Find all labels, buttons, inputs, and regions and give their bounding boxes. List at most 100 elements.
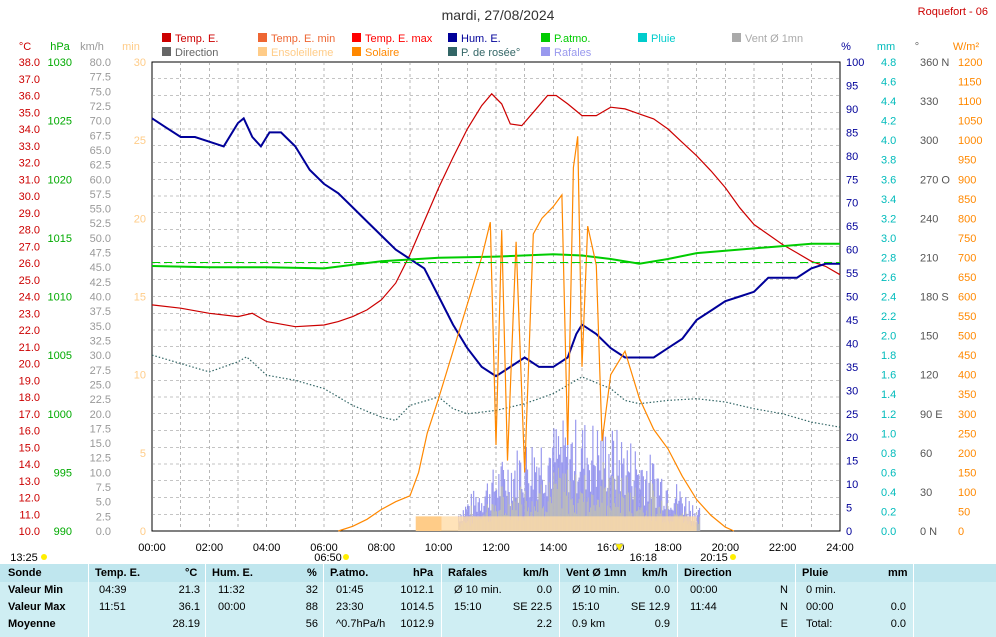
summary-cell-wind-t: 0.9 km — [572, 618, 606, 630]
tick-wind: 55.0 — [90, 204, 111, 216]
hdr-wind-unit: km/h — [642, 567, 668, 579]
tick-wind: 40.0 — [90, 292, 111, 304]
tick-sunshine: 0 — [140, 526, 146, 538]
tick-sunshine: 10 — [134, 370, 146, 382]
tick-wind: 30.0 — [90, 350, 111, 362]
tick-solar: 300 — [958, 409, 976, 421]
summary-cell-rain-t: 0 min. — [806, 584, 836, 596]
summary-cell-press-v: 1012.1 — [400, 584, 434, 596]
tick-direction: 270 O — [920, 174, 950, 186]
tick-direction: 300 — [920, 135, 938, 147]
tick-humidity: 15 — [846, 456, 858, 468]
tick-temp: 36.0 — [19, 91, 40, 103]
tick-humidity: 95 — [846, 80, 858, 92]
legend-label: P. de rosée° — [461, 47, 520, 59]
tick-temp: 29.0 — [19, 208, 40, 220]
unit-label: W/m² — [953, 41, 980, 53]
legend-label: Rafales — [554, 47, 592, 59]
summary-cell-hum-t: 11:32 — [218, 584, 245, 596]
tick-direction: 60 — [920, 448, 932, 460]
legend-swatch — [638, 33, 647, 42]
hdr-temp: Temp. E. — [95, 567, 141, 579]
tick-x: 04:00 — [253, 542, 281, 554]
legend-swatch — [162, 33, 171, 42]
unit-label: ° — [915, 41, 919, 53]
tick-wind: 52.5 — [90, 218, 111, 230]
tick-wind: 5.0 — [96, 497, 111, 509]
tick-solar: 650 — [958, 272, 976, 284]
legend-swatch — [258, 47, 267, 56]
tick-solar: 150 — [958, 467, 976, 479]
tick-temp: 35.0 — [19, 107, 40, 119]
marker-noon: 16:18 — [630, 552, 658, 564]
legend-swatch — [352, 33, 361, 42]
tick-pressure: 1020 — [48, 174, 72, 186]
tick-wind: 37.5 — [90, 306, 111, 318]
station-name: Roquefort - 06 — [918, 6, 988, 18]
tick-x: 22:00 — [769, 542, 797, 554]
tick-solar: 1200 — [958, 57, 982, 69]
tick-wind: 15.0 — [90, 438, 111, 450]
tick-wind: 32.5 — [90, 335, 111, 347]
tick-humidity: 45 — [846, 315, 858, 327]
tick-rain: 4.4 — [881, 96, 896, 108]
tick-temp: 32.0 — [19, 158, 40, 170]
tick-temp: 13.0 — [19, 476, 40, 488]
summary-cell-label: Valeur Max — [8, 601, 66, 613]
tick-temp: 26.0 — [19, 258, 40, 270]
tick-direction: 180 S — [920, 292, 949, 304]
tick-direction: 30 — [920, 487, 932, 499]
tick-temp: 18.0 — [19, 392, 40, 404]
chart-title: mardi, 27/08/2024 — [442, 7, 555, 23]
summary-cell-temp-v: 36.1 — [178, 601, 200, 613]
tick-wind: 62.5 — [90, 160, 111, 172]
tick-pressure: 995 — [54, 467, 72, 479]
summary-cell-label: Valeur Min — [8, 584, 64, 596]
tick-temp: 27.0 — [19, 241, 40, 253]
tick-solar: 1100 — [958, 96, 982, 108]
legend-label: Hum. E. — [461, 33, 501, 45]
tick-temp: 22.0 — [19, 325, 40, 337]
sunshine-block — [441, 516, 697, 531]
legend-swatch — [352, 47, 361, 56]
tick-rain: 3.2 — [881, 213, 896, 225]
tick-solar: 350 — [958, 389, 976, 401]
tick-humidity: 80 — [846, 151, 858, 163]
tick-wind: 77.5 — [90, 72, 111, 84]
tick-direction: 240 — [920, 213, 938, 225]
tick-rain: 1.4 — [881, 389, 896, 401]
unit-label: hPa — [50, 41, 70, 53]
tick-sunshine: 20 — [134, 213, 146, 225]
tick-rain: 1.8 — [881, 350, 896, 362]
tick-wind: 0.0 — [96, 526, 111, 538]
tick-humidity: 60 — [846, 245, 858, 257]
summary-cell-temp-t: 04:39 — [99, 584, 127, 596]
legend-label: Pluie — [651, 33, 675, 45]
tick-solar: 500 — [958, 331, 976, 343]
unit-label: km/h — [80, 41, 104, 53]
tick-x: 14:00 — [540, 542, 568, 554]
tick-rain: 4.6 — [881, 77, 896, 89]
hdr-sonde: Sonde — [8, 567, 42, 579]
tick-x: 24:00 — [826, 542, 854, 554]
tick-sunshine: 5 — [140, 448, 146, 460]
tick-pressure: 1030 — [48, 57, 72, 69]
summary-cell-temp-v: 21.3 — [178, 584, 200, 596]
legend: Temp. E. Temp. E. min Temp. E. max Hum. E. P… — [162, 33, 803, 59]
sun-icon — [343, 554, 349, 560]
hdr-wind: Vent Ø 1mn — [566, 567, 627, 579]
series-solaire — [338, 136, 735, 532]
tick-wind: 45.0 — [90, 262, 111, 274]
tick-wind: 70.0 — [90, 116, 111, 128]
tick-direction: 150 — [920, 331, 938, 343]
tick-x: 10:00 — [425, 542, 453, 554]
tick-wind: 72.5 — [90, 101, 111, 113]
tick-humidity: 50 — [846, 292, 858, 304]
tick-wind: 2.5 — [96, 511, 111, 523]
tick-solar: 1000 — [958, 135, 982, 147]
legend-swatch — [258, 33, 267, 42]
summary-cell-rain-t: 00:00 — [806, 601, 834, 613]
legend-label: Solaire — [365, 47, 399, 59]
tick-rain: 0.4 — [881, 487, 896, 499]
tick-rain: 3.8 — [881, 155, 896, 167]
